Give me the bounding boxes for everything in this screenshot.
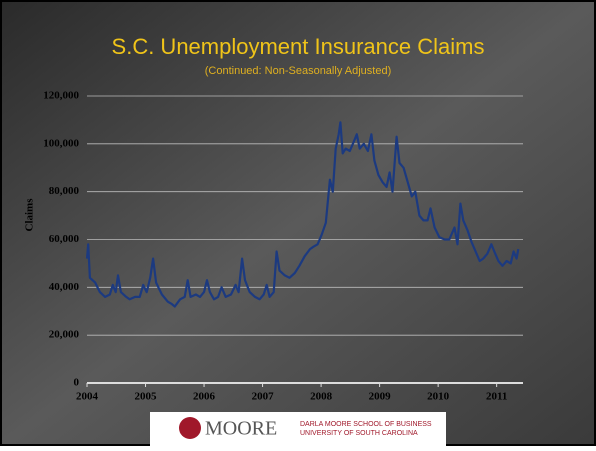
y-tick-label: 40,000 xyxy=(49,281,80,293)
x-tick-label: 2010 xyxy=(427,391,450,403)
chart-title: S.C. Unemployment Insurance Claims xyxy=(112,34,485,59)
logo-line: UNIVERSITY OF SOUTH CAROLINA xyxy=(300,430,418,437)
y-tick-label: 20,000 xyxy=(49,329,80,341)
logo-line: DARLA MOORE SCHOOL OF BUSINESS xyxy=(300,421,432,428)
y-tick-label: 80,000 xyxy=(49,185,80,197)
logo-icon xyxy=(179,417,201,439)
chart-subtitle: (Continued: Non-Seasonally Adjusted) xyxy=(205,65,392,77)
x-tick-label: 2005 xyxy=(135,391,158,403)
x-tick-label: 2008 xyxy=(310,391,333,403)
y-tick-label: 0 xyxy=(74,377,80,389)
y-tick-label: 60,000 xyxy=(49,233,80,245)
x-tick-label: 2007 xyxy=(252,391,275,403)
data-line xyxy=(85,121,520,308)
x-tick-label: 2004 xyxy=(76,391,99,403)
logo-name: MOORE xyxy=(205,418,277,440)
x-tick-label: 2006 xyxy=(193,391,216,403)
y-axis-label: Claims xyxy=(24,198,36,232)
y-tick-label: 120,000 xyxy=(43,90,79,102)
y-tick-label: 100,000 xyxy=(43,137,79,149)
x-tick-label: 2009 xyxy=(369,391,392,403)
x-tick-label: 2011 xyxy=(486,391,507,403)
